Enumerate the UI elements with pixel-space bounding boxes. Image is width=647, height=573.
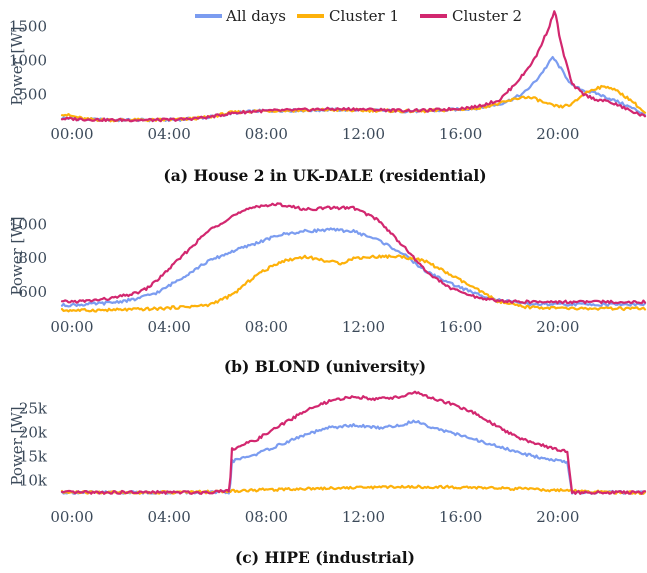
xtick-label-a: 12:00 — [342, 125, 385, 143]
xtick-label-a: 20:00 — [536, 125, 579, 143]
series-line-cluster-1-a — [60, 84, 647, 123]
legend-label-cluster-1: Cluster 1 — [329, 7, 399, 25]
series-line-cluster-2-a — [60, 10, 647, 123]
xticks-b: 00:00 04:00 08:00 12:00 16:00 20:00 — [50, 318, 579, 336]
plot-area-b — [60, 202, 647, 313]
plot-area-c — [60, 390, 647, 496]
ytick-label-b: 800 — [18, 249, 47, 267]
yticks-b: 600 800 1000 — [9, 216, 47, 301]
legend-item-all-days: All days — [195, 7, 286, 25]
caption-a: (a) House 2 in UK-DALE (residential) — [163, 166, 486, 185]
xticks-a: 00:00 04:00 08:00 12:00 16:00 20:00 — [50, 125, 579, 143]
caption-c: (c) HIPE (industrial) — [235, 548, 415, 567]
xtick-label-c: 00:00 — [50, 508, 93, 526]
xtick-label-c: 20:00 — [536, 508, 579, 526]
yticks-a: 500 1000 1500 — [9, 17, 47, 103]
ytick-label-c: 20k — [19, 424, 48, 442]
xtick-label-a: 04:00 — [148, 125, 191, 143]
xtick-label-c: 12:00 — [342, 508, 385, 526]
ytick-label-a: 500 — [18, 86, 47, 104]
plot-area-a — [60, 10, 647, 123]
legend-item-cluster-1: Cluster 1 — [297, 7, 399, 25]
ylabel-c: Power [W] — [8, 406, 26, 485]
panel-a: Power [W] 500 1000 1500 00:00 04:00 08:00 12:… — [8, 10, 647, 185]
series-line-cluster-1-b — [60, 254, 647, 313]
xtick-label-b: 08:00 — [245, 318, 288, 336]
legend-label-cluster-2: Cluster 2 — [452, 7, 522, 25]
legend-label-all-days: All days — [225, 7, 286, 25]
xtick-label-b: 12:00 — [342, 318, 385, 336]
series-line-all-days-c — [60, 419, 647, 495]
ytick-label-c: 25k — [19, 400, 48, 418]
legend-item-cluster-2: Cluster 2 — [420, 7, 522, 25]
xtick-label-c: 08:00 — [245, 508, 288, 526]
xtick-label-a: 08:00 — [245, 125, 288, 143]
xtick-label-a: 16:00 — [439, 125, 482, 143]
ytick-label-a: 1000 — [9, 52, 47, 70]
xtick-label-b: 16:00 — [439, 318, 482, 336]
ytick-label-c: 15k — [19, 447, 48, 465]
series-line-cluster-2-b — [60, 202, 647, 305]
xtick-label-c: 16:00 — [439, 508, 482, 526]
ytick-label-c: 10k — [19, 471, 48, 489]
xtick-label-b: 04:00 — [148, 318, 191, 336]
ytick-label-b: 1000 — [9, 216, 47, 234]
ytick-label-a: 1500 — [9, 17, 47, 35]
series-line-cluster-2-c — [60, 390, 647, 495]
xtick-label-b: 20:00 — [536, 318, 579, 336]
xtick-label-c: 04:00 — [148, 508, 191, 526]
series-line-all-days-b — [60, 227, 647, 308]
legend: All days Cluster 1 Cluster 2 — [195, 7, 522, 25]
ylabel-b: Power [W] — [8, 216, 26, 295]
xtick-label-b: 00:00 — [50, 318, 93, 336]
xtick-label-a: 00:00 — [50, 125, 93, 143]
ylabel-a: Power [W] — [8, 26, 26, 105]
panel-c: Power [W] 10k 15k 20k 25k 00:00 04:00 08:00 12… — [8, 390, 647, 567]
yticks-c: 10k 15k 20k 25k — [19, 400, 48, 490]
caption-b: (b) BLOND (university) — [224, 357, 426, 376]
panel-b: Power [W] 600 800 1000 00:00 04:00 08:00 12:0… — [8, 202, 647, 376]
ytick-label-b: 600 — [18, 283, 47, 301]
xticks-c: 00:00 04:00 08:00 12:00 16:00 20:00 — [50, 508, 579, 526]
